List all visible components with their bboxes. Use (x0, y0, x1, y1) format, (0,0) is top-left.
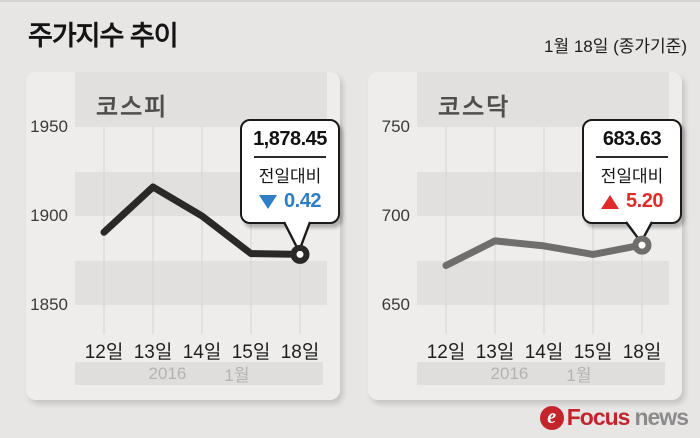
y-axis-tick-label: 1850 (30, 295, 68, 314)
change-direction-icon (601, 194, 620, 209)
chart-title: 코스피 (96, 94, 169, 121)
chart-title: 코스닥 (438, 94, 511, 121)
callout-tail-and-marker (625, 220, 654, 255)
period-month: 1월 (224, 366, 250, 385)
value-callout: 1,878.45 전일대비 0.42 (240, 119, 340, 224)
x-axis-tick-label: 18일 (622, 342, 662, 363)
x-axis-tick-label: 13일 (133, 342, 173, 363)
chart-title-band (75, 72, 327, 127)
callout-label: 전일대비 (600, 167, 664, 186)
y-axis-tick-label: 700 (381, 206, 410, 225)
grid-stripe (75, 261, 327, 305)
x-axis-tick-label: 12일 (426, 342, 466, 363)
callout-label: 전일대비 (258, 167, 322, 186)
chart-title-band (417, 72, 669, 127)
callout-divider (596, 156, 668, 158)
data-point-marker (632, 235, 652, 255)
data-point-marker (290, 244, 310, 264)
period-month: 1월 (566, 366, 592, 385)
x-axis-tick-label: 13일 (475, 342, 515, 363)
x-axis-tick-label: 18일 (280, 342, 320, 363)
chart-panel-kosdaq: 코스닥 750 700 650 683.63 전일대비 5.20 12일 13일 14일… (368, 72, 682, 400)
chart-panel-kospi: 코스피 1950 1900 1850 1,878.45 전일대비 0.42 12일 1… (26, 72, 340, 400)
callout-value: 1,878.45 (253, 128, 327, 150)
x-axis-tick-label: 12일 (84, 342, 124, 363)
callout-change-value: 5.20 (626, 190, 663, 212)
focus-news-logo-icon: e (539, 405, 564, 430)
y-axis-tick-label: 1900 (30, 206, 68, 225)
x-axis-tick-label: 14일 (524, 342, 564, 363)
callout-tail-and-marker (282, 220, 312, 264)
page-title: 주가지수 추이 (28, 21, 179, 51)
value-callout: 683.63 전일대비 5.20 (582, 119, 682, 224)
callout-value: 683.63 (602, 128, 662, 150)
grid-stripe (417, 261, 669, 305)
callout-change-value: 0.42 (284, 190, 321, 212)
y-axis-tick-label: 650 (381, 295, 410, 314)
change-direction-icon (259, 194, 278, 209)
period-band: 2016 1월 (75, 362, 323, 385)
y-axis-tick-label: 750 (381, 117, 410, 136)
x-axis-tick-label: 15일 (573, 342, 613, 363)
brand-name-primary: Focus (566, 404, 631, 430)
brand-name-secondary: news (634, 404, 689, 430)
x-axis-tick-label: 15일 (231, 342, 271, 363)
date-note: 1월 18일 (종가기준) (544, 37, 687, 56)
period-year: 2016 (148, 363, 187, 383)
callout-divider (254, 156, 326, 158)
y-axis-tick-label: 1950 (30, 117, 68, 136)
period-band: 2016 1월 (417, 362, 665, 385)
period-year: 2016 (490, 363, 529, 383)
focus-news-logo: e Focus news (539, 404, 689, 431)
x-axis-tick-label: 14일 (182, 342, 222, 363)
